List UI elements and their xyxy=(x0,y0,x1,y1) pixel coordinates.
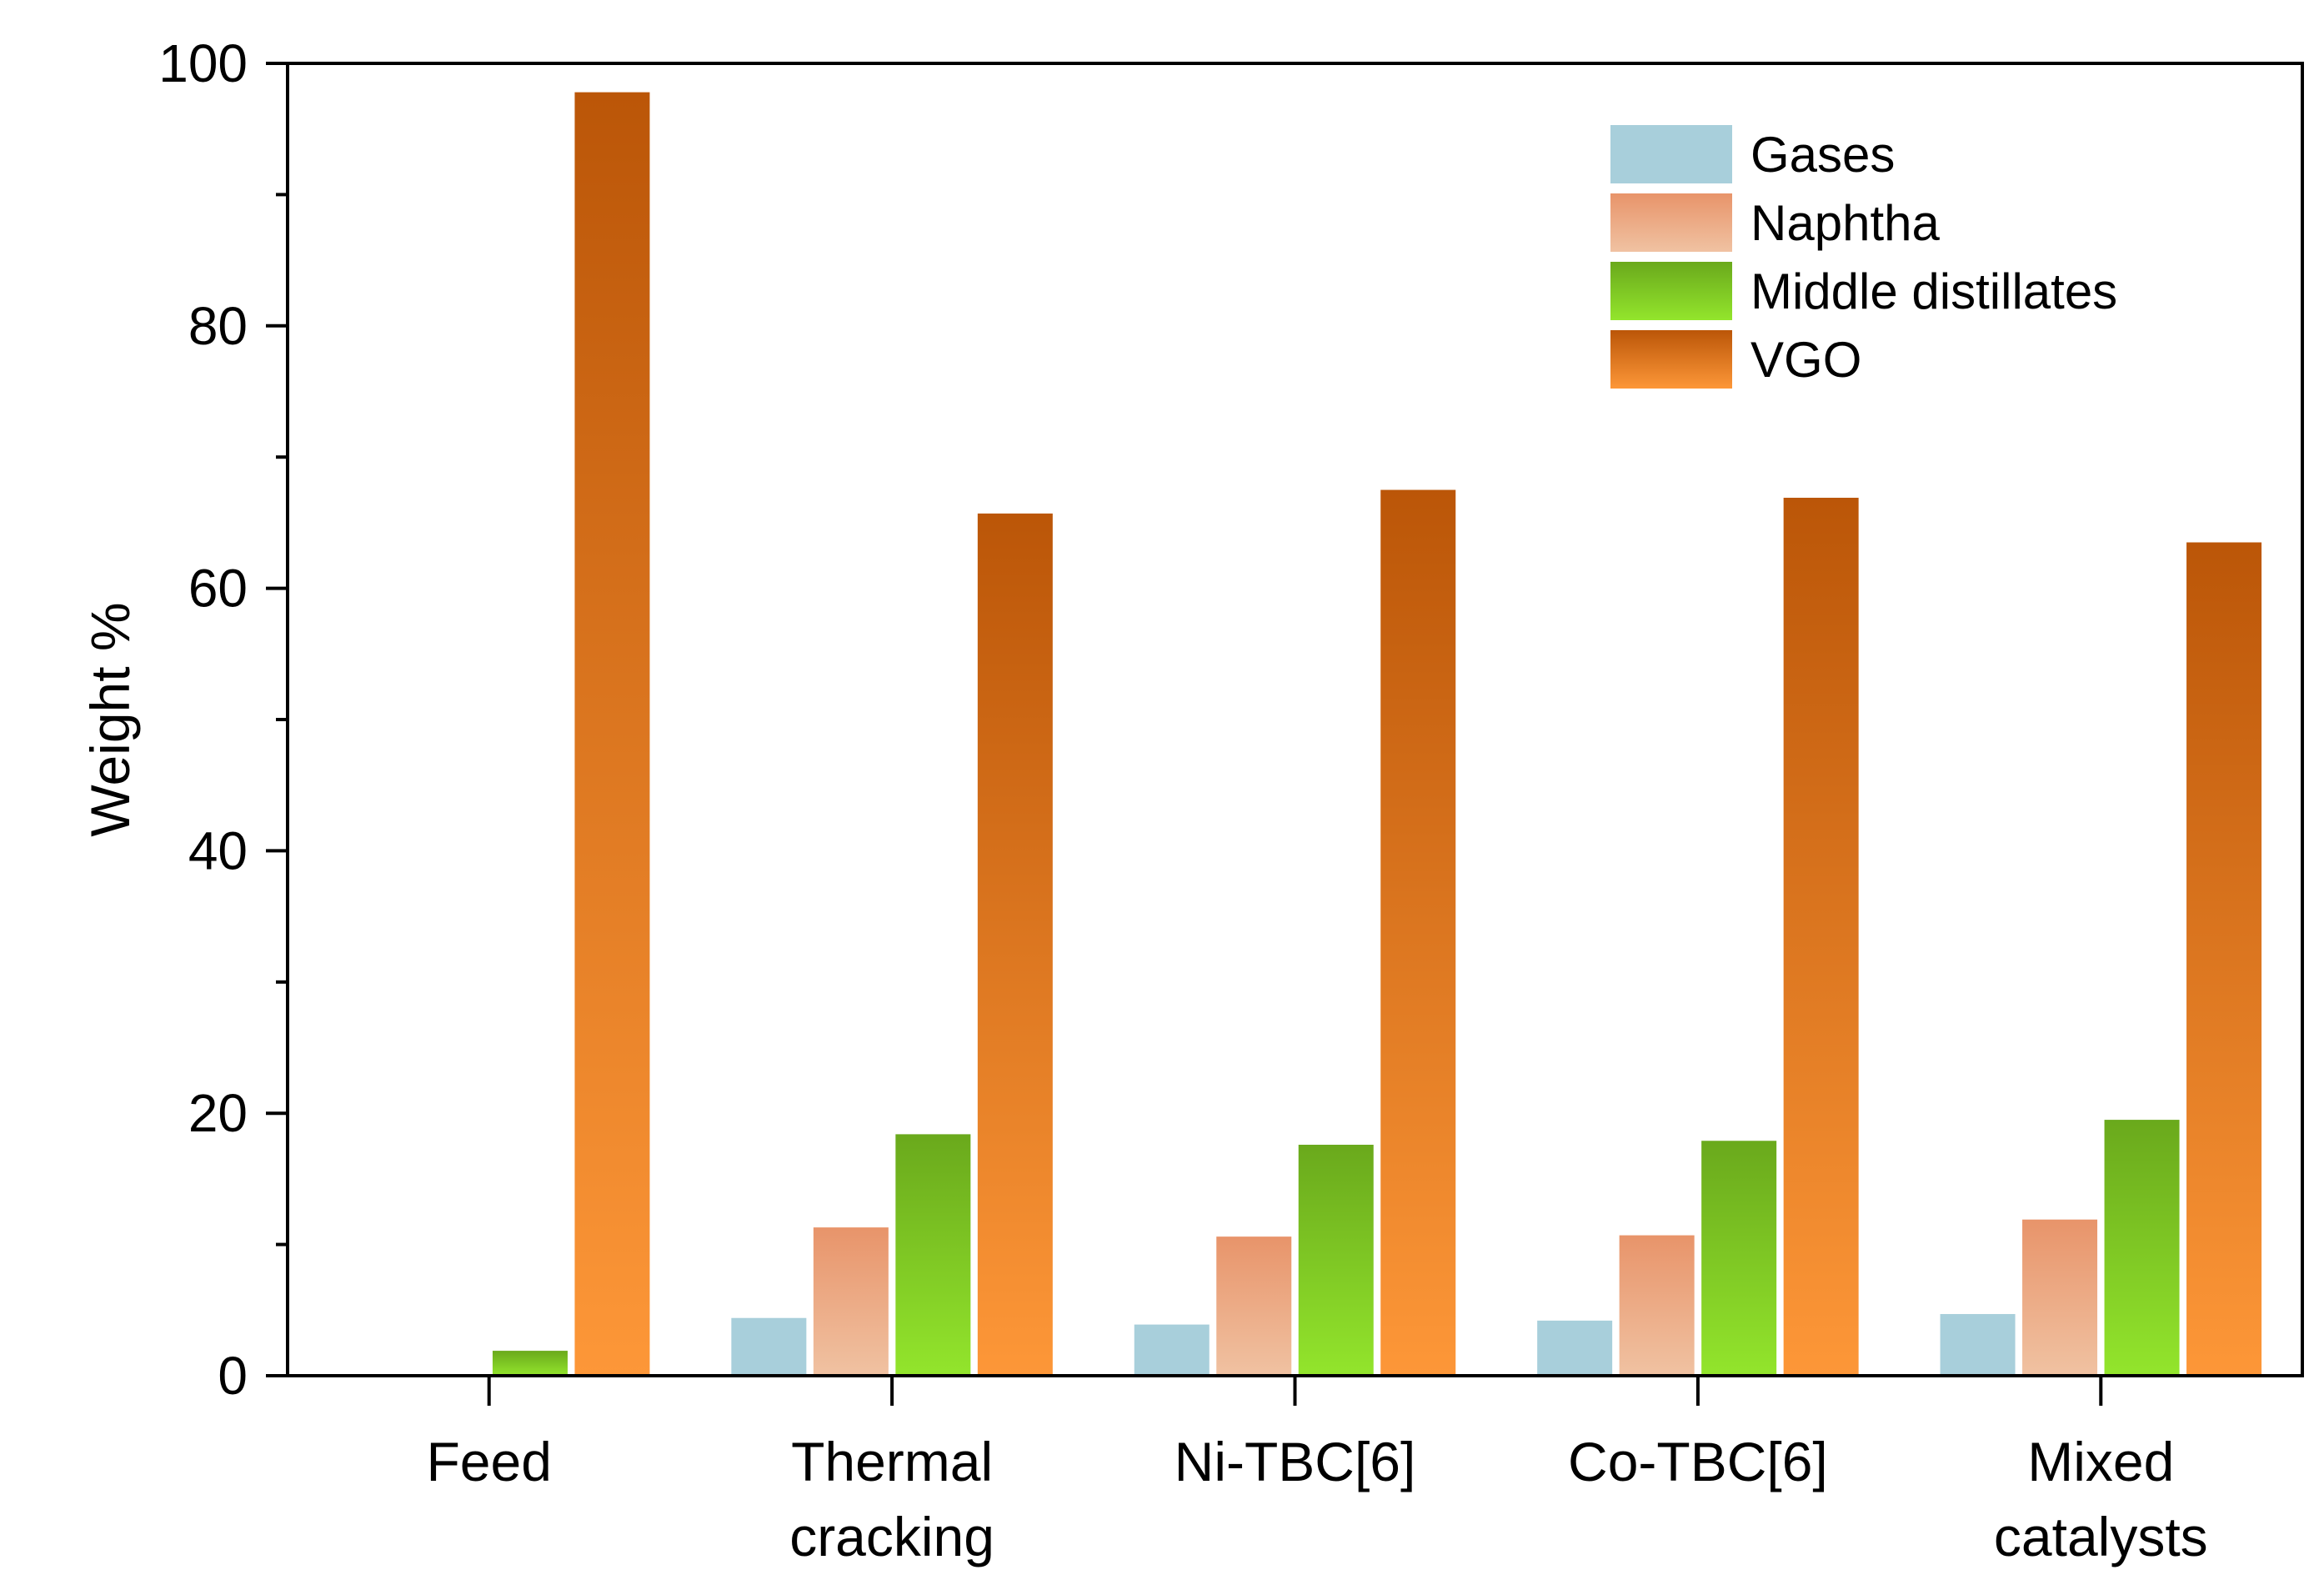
x-category-label: Feed xyxy=(426,1431,551,1492)
bar-vgo-0 xyxy=(574,92,650,1376)
legend-swatch-gases xyxy=(1610,125,1732,183)
y-axis-title: Weight % xyxy=(79,602,141,836)
legend-swatch-naphtha xyxy=(1610,193,1732,252)
legend-label: Middle distillates xyxy=(1751,263,2117,319)
bar-middle-distillates-3 xyxy=(1701,1141,1777,1376)
bar-naphtha-1 xyxy=(813,1227,889,1376)
bars-layer xyxy=(492,92,2262,1376)
x-category-label: catalysts xyxy=(1994,1506,2208,1567)
bar-vgo-3 xyxy=(1783,497,1859,1376)
bar-naphtha-3 xyxy=(1619,1235,1695,1376)
x-category-label: Ni-TBC[6] xyxy=(1175,1431,1416,1492)
legend-swatch-vgo xyxy=(1610,330,1732,389)
x-category-label: Mixed xyxy=(2027,1431,2174,1492)
bar-gases-1 xyxy=(731,1317,807,1376)
x-category-label: Co-TBC[6] xyxy=(1568,1431,1828,1492)
bar-naphtha-2 xyxy=(1216,1236,1292,1376)
legend-label: Naphtha xyxy=(1751,195,1940,251)
x-category-label: Thermal xyxy=(791,1431,993,1492)
bar-vgo-1 xyxy=(977,513,1053,1376)
legend: Gases Naphtha Middle distillates VGO xyxy=(1610,125,2117,389)
bar-middle-distillates-4 xyxy=(2104,1120,2180,1376)
axes-layer xyxy=(266,62,2304,1406)
y-tick-label: 100 xyxy=(158,33,248,93)
bar-middle-distillates-2 xyxy=(1298,1144,1374,1376)
bar-gases-4 xyxy=(1940,1314,2016,1376)
labels-layer: 0 20 40 60 80 100 Feed Thermal cracking Ni-TBC[6]… xyxy=(79,33,2208,1567)
y-tick-label: 20 xyxy=(188,1083,248,1143)
x-category-label: cracking xyxy=(789,1506,994,1567)
y-tick-label: 60 xyxy=(188,559,248,619)
legend-label: Gases xyxy=(1751,127,1895,183)
bar-vgo-2 xyxy=(1380,489,1456,1376)
y-tick-label: 0 xyxy=(218,1346,248,1406)
bar-vgo-4 xyxy=(2186,542,2262,1376)
bar-naphtha-4 xyxy=(2022,1219,2098,1376)
bar-middle-distillates-1 xyxy=(895,1134,971,1376)
legend-label: VGO xyxy=(1751,332,1861,388)
y-tick-label: 40 xyxy=(188,820,248,880)
legend-swatch-middle-distillates xyxy=(1610,262,1732,320)
bar-gases-3 xyxy=(1537,1320,1613,1376)
bar-middle-distillates-0 xyxy=(492,1351,568,1376)
bar-gases-2 xyxy=(1134,1324,1210,1376)
y-tick-label: 80 xyxy=(188,296,248,356)
